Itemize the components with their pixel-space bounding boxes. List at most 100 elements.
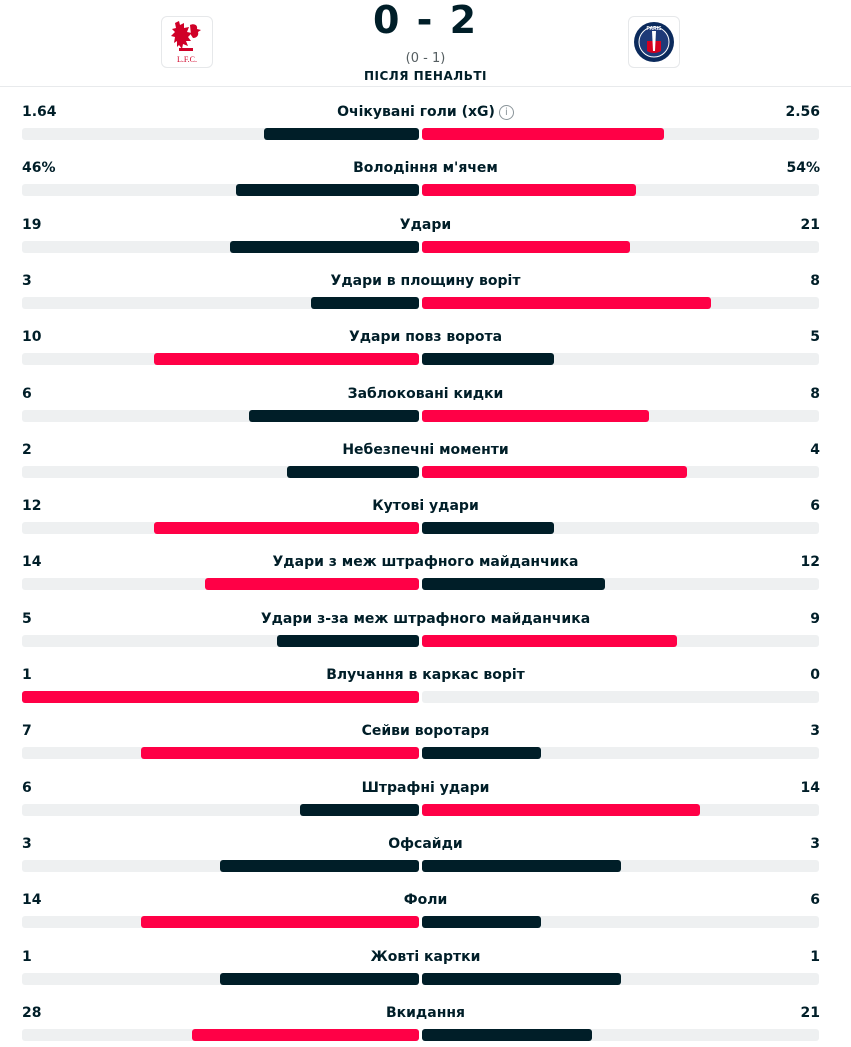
stat-label: Жовті картки [0, 949, 851, 965]
home-stat-value: 14 [22, 554, 42, 571]
away-stat-bar [422, 803, 700, 816]
away-stat-value: 12 [800, 554, 820, 571]
stat-row: 6 Заблоковані кидки 8 [0, 372, 851, 428]
home-stat-bar [22, 691, 419, 703]
away-stat-bar-track [422, 972, 819, 985]
home-stat-value: 3 [22, 835, 32, 852]
stat-row: 1 Влучання в каркас воріт 0 [0, 653, 851, 709]
away-stat-bar-track [422, 634, 819, 647]
away-stat-value: 9 [810, 610, 820, 627]
home-stat-value: 2 [22, 441, 32, 458]
stat-label-text: Фоли [403, 892, 448, 909]
away-stat-bar [422, 1028, 592, 1041]
stat-row: 7 Сейви воротаря 3 [0, 709, 851, 765]
match-status: ПІСЛЯ ПЕНАЛЬТІ [363, 69, 488, 83]
home-stat-value: 14 [22, 892, 42, 909]
stat-row: 2 Небезпечні моменти 4 [0, 428, 851, 484]
away-stat-value: 2.56 [785, 104, 820, 120]
stat-row: 6 Штрафні удари 14 [0, 766, 851, 822]
home-stat-bar [141, 916, 419, 929]
stat-label: Небезпечні моменти [0, 442, 851, 458]
away-stat-value: 8 [810, 272, 820, 289]
away-stat-bar [422, 578, 605, 591]
away-stat-value: 5 [810, 329, 820, 346]
home-stat-bar [141, 747, 419, 760]
home-stat-bar [220, 972, 419, 985]
away-stat-bar [422, 747, 541, 760]
stat-label-text: Удари в площину воріт [330, 272, 521, 289]
away-stat-bar [422, 634, 677, 647]
home-stat-bar [264, 128, 419, 140]
halftime-score: (0 - 1) [405, 51, 446, 66]
away-stat-bar-track [422, 916, 819, 929]
stat-label: Заблоковані кидки [0, 386, 851, 402]
home-stat-value: 6 [22, 779, 32, 796]
home-stat-value: 19 [22, 216, 42, 233]
away-logo-text: PARIS [647, 26, 663, 32]
home-stat-value: 1 [22, 948, 32, 965]
stat-label: Очікувані голи (xG) i [0, 104, 851, 120]
stat-label-text: Удари з-за меж штрафного майданчика [260, 610, 591, 627]
match-score: 0 - 2 [372, 0, 479, 42]
away-stat-value: 0 [810, 667, 820, 683]
stat-label: Володіння м'ячем [0, 160, 851, 176]
stat-row: 19 Удари 21 [0, 203, 851, 259]
away-stat-value: 8 [810, 385, 820, 402]
stat-label-text: Кутові удари [372, 498, 479, 515]
away-stat-bar-track [422, 240, 819, 253]
home-stat-bar-track [22, 747, 419, 760]
stat-row: 14 Фоли 6 [0, 878, 851, 934]
home-stat-bar [311, 296, 419, 309]
home-stat-bar-track [22, 353, 419, 366]
home-stat-bar-track [22, 522, 419, 535]
home-stat-bar-track [22, 578, 419, 591]
match-header: L.F.C. 0 - 2 (0 - 1) ПІСЛЯ ПЕНАЛЬТІ PARI… [0, 0, 851, 87]
home-logo-text: L.F.C. [177, 55, 197, 64]
away-stat-bar [422, 859, 621, 872]
home-stat-bar [300, 803, 419, 816]
home-stat-bar-track [22, 128, 419, 140]
home-stat-bar [154, 353, 419, 366]
away-stat-bar-track [422, 522, 819, 535]
stat-row: 1.64 Очікувані голи (xG) i 2.56 [0, 90, 851, 146]
away-stat-bar [422, 522, 554, 535]
stat-label-text: Жовті картки [370, 948, 481, 965]
home-stat-bar [230, 240, 419, 253]
stat-row: 1 Жовті картки 1 [0, 935, 851, 991]
away-stat-bar [422, 184, 636, 197]
away-stat-value: 3 [810, 723, 820, 740]
away-stat-value: 54% [786, 160, 820, 177]
stat-row: 3 Офсайди 3 [0, 822, 851, 878]
away-team-logo[interactable]: PARIS [628, 16, 680, 68]
stat-label: Удари повз ворота [0, 329, 851, 345]
stat-row: 14 Удари з меж штрафного майданчика 12 [0, 540, 851, 596]
info-icon[interactable]: i [498, 105, 514, 120]
home-stat-bar [287, 465, 419, 478]
away-stat-bar [422, 972, 621, 985]
home-stat-bar-track [22, 240, 419, 253]
home-team-logo[interactable]: L.F.C. [161, 16, 213, 68]
stat-label-text: Удари повз ворота [348, 329, 503, 346]
stat-label-text: Офсайди [388, 835, 463, 852]
stat-row: 12 Кутові удари 6 [0, 484, 851, 540]
home-stat-bar-track [22, 634, 419, 647]
away-stat-bar [422, 240, 630, 253]
stat-label: Кутові удари [0, 498, 851, 514]
away-stat-value: 21 [800, 1004, 820, 1021]
stat-row: 10 Удари повз ворота 5 [0, 315, 851, 371]
stat-label-text: Удари [399, 216, 452, 233]
stat-label-text: Заблоковані кидки [347, 385, 504, 402]
away-stat-bar-track [422, 296, 819, 309]
stat-label: Удари з-за меж штрафного майданчика [0, 611, 851, 627]
home-stat-bar-track [22, 803, 419, 816]
home-stat-bar-track [22, 916, 419, 929]
home-stat-bar-track [22, 691, 419, 703]
home-stat-bar [220, 859, 419, 872]
stat-label-text: Небезпечні моменти [342, 441, 509, 458]
home-stat-bar [192, 1028, 419, 1041]
away-stat-bar-track [422, 859, 819, 872]
home-stat-bar [249, 409, 419, 422]
stat-label-text: Сейви воротаря [361, 723, 490, 740]
home-stat-value: 10 [22, 329, 42, 346]
away-stat-bar [422, 916, 541, 929]
